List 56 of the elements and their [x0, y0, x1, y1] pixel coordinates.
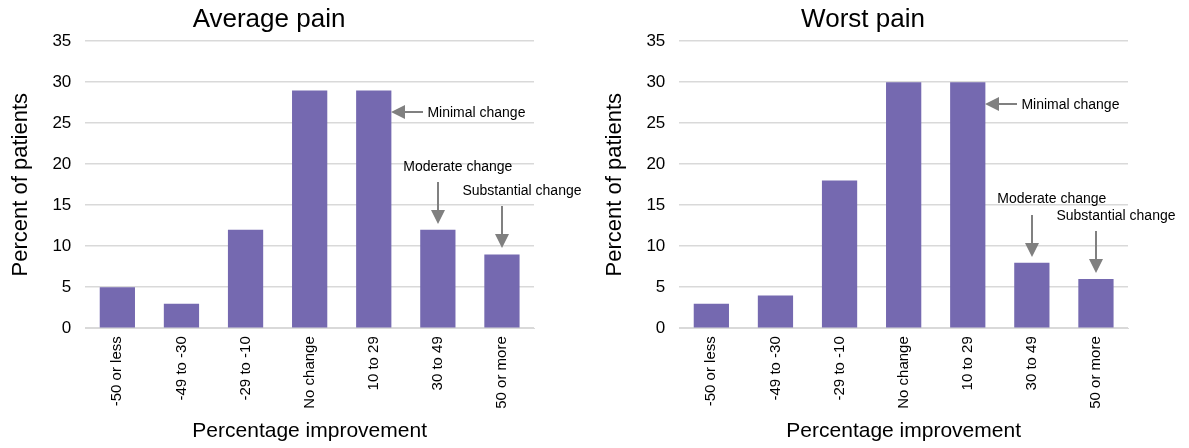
y-tick-label: 0 — [61, 317, 72, 337]
bar — [484, 254, 520, 328]
x-axis-title: Percentage improvement — [192, 418, 428, 442]
bar — [420, 229, 456, 328]
bar — [292, 90, 328, 328]
x-tick-label: No change — [299, 336, 317, 409]
y-tick-label: 10 — [52, 235, 72, 255]
y-tick-label: 35 — [646, 30, 666, 50]
y-tick-label: 35 — [52, 30, 72, 50]
bar — [821, 180, 858, 328]
x-axis-title: Percentage improvement — [786, 418, 1022, 442]
y-tick-label: 15 — [52, 194, 72, 214]
x-tick-label: 10 to 29 — [363, 336, 381, 391]
chart-title: Worst pain — [801, 2, 925, 33]
y-axis-title: Percent of patients — [601, 93, 627, 277]
annotation: Moderate change — [403, 157, 513, 174]
bar — [886, 82, 922, 328]
x-tick-label: 50 or more — [1086, 336, 1104, 409]
y-tick-label: 0 — [655, 317, 666, 337]
y-tick-label: 30 — [52, 71, 72, 91]
x-tick-label: -29 to -10 — [829, 336, 847, 401]
x-tick-label: 10 to 29 — [957, 336, 975, 391]
y-tick-label: 5 — [655, 276, 666, 296]
bar — [163, 303, 200, 328]
annotation: Substantial change — [1056, 206, 1176, 223]
annotation: Moderate change — [997, 190, 1107, 207]
bar — [99, 287, 135, 328]
chart-title: Average pain — [192, 2, 346, 33]
y-tick-label: 20 — [52, 153, 72, 173]
x-tick-label: -49 to -30 — [765, 336, 783, 401]
x-tick-label: -50 or less — [107, 336, 125, 407]
x-tick-label: 50 or more — [492, 336, 510, 409]
bar — [1014, 262, 1050, 328]
bar — [757, 295, 794, 328]
y-tick-label: 10 — [646, 235, 666, 255]
x-tick-label: No change — [893, 336, 911, 409]
y-tick-label: 25 — [646, 112, 666, 132]
y-axis-title: Percent of patients — [7, 93, 33, 277]
y-tick-label: 20 — [646, 153, 666, 173]
x-tick-label: 30 to 49 — [427, 336, 445, 391]
annotation: Minimal change — [427, 104, 526, 121]
x-tick-label: -29 to -10 — [235, 336, 253, 401]
x-tick-label: 30 to 49 — [1021, 336, 1039, 391]
annotation: Minimal change — [1021, 96, 1120, 113]
y-tick-label: 30 — [646, 71, 666, 91]
bar — [356, 90, 392, 328]
y-tick-label: 5 — [61, 276, 72, 296]
y-tick-label: 15 — [646, 194, 666, 214]
bar — [693, 303, 729, 328]
y-tick-label: 25 — [52, 112, 72, 132]
bar — [1078, 279, 1114, 328]
x-tick-label: -50 or less — [701, 336, 719, 407]
x-tick-label: -49 to -30 — [171, 336, 189, 401]
annotation: Substantial change — [462, 182, 582, 199]
bar — [950, 82, 986, 328]
bar — [227, 229, 264, 328]
